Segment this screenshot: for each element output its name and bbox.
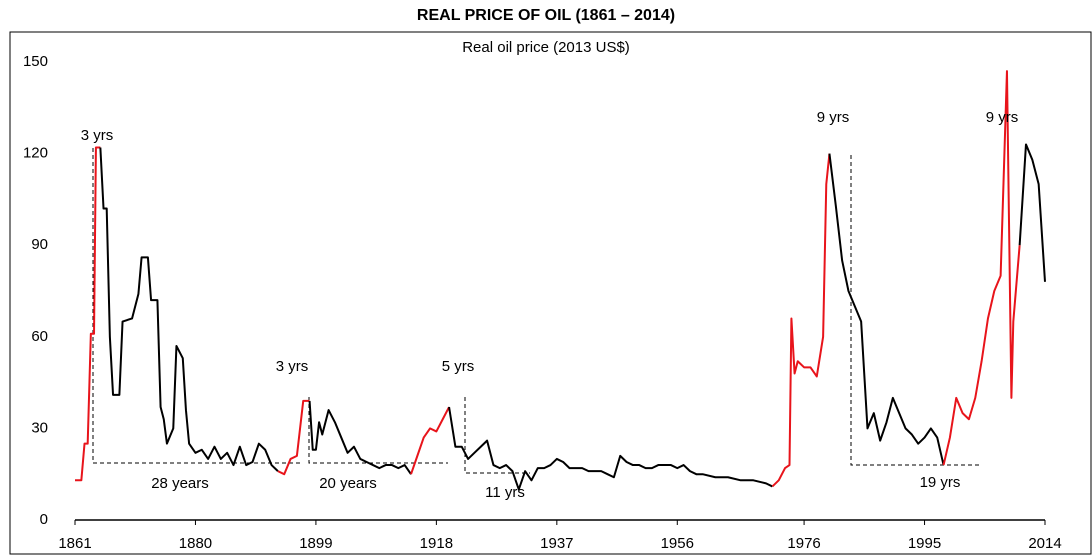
price-line <box>1018 143 1046 282</box>
y-tick-label: 0 <box>40 511 48 528</box>
price-line <box>75 146 101 482</box>
price-line <box>277 399 310 476</box>
y-tick-label: 120 <box>23 145 48 162</box>
x-tick-label: 2014 <box>1028 535 1061 552</box>
x-tick-label: 1937 <box>540 535 573 552</box>
y-tick-label: 60 <box>31 328 48 345</box>
annotation: 3 yrs <box>81 127 114 144</box>
price-line <box>448 406 773 491</box>
y-tick-label: 150 <box>23 53 48 70</box>
price-line <box>942 70 1021 466</box>
annotation: 3 yrs <box>276 358 309 375</box>
annotation: 9 yrs <box>986 109 1019 126</box>
chart-title: REAL PRICE OF OIL (1861 – 2014) <box>417 7 675 24</box>
annotation: 19 yrs <box>920 474 961 491</box>
x-tick-label: 1861 <box>58 535 91 552</box>
annotation: 9 yrs <box>817 109 850 126</box>
x-tick-label: 1976 <box>787 535 820 552</box>
x-tick-label: 1918 <box>420 535 453 552</box>
x-tick-label: 1880 <box>179 535 212 552</box>
guide <box>92 148 303 464</box>
price-line <box>308 400 412 475</box>
price-line <box>99 147 279 472</box>
price-line <box>771 153 831 488</box>
y-tick-label: 90 <box>31 236 48 253</box>
guide <box>464 397 530 474</box>
price-line <box>410 406 450 475</box>
guides <box>92 148 980 474</box>
annotation: 11 yrs <box>485 484 525 501</box>
x-tick-label: 1956 <box>661 535 694 552</box>
annotation: 20 years <box>319 475 377 492</box>
guide <box>308 397 448 464</box>
x-tick-label: 1995 <box>908 535 941 552</box>
x-tick-label: 1899 <box>299 535 332 552</box>
y-tick-label: 30 <box>31 419 48 436</box>
annotation: 5 yrs <box>442 358 475 375</box>
annotation: 28 years <box>151 475 209 492</box>
guide <box>850 155 980 466</box>
price-line <box>828 153 945 466</box>
chart-subtitle: Real oil price (2013 US$) <box>462 39 630 56</box>
frame <box>9 31 1092 555</box>
